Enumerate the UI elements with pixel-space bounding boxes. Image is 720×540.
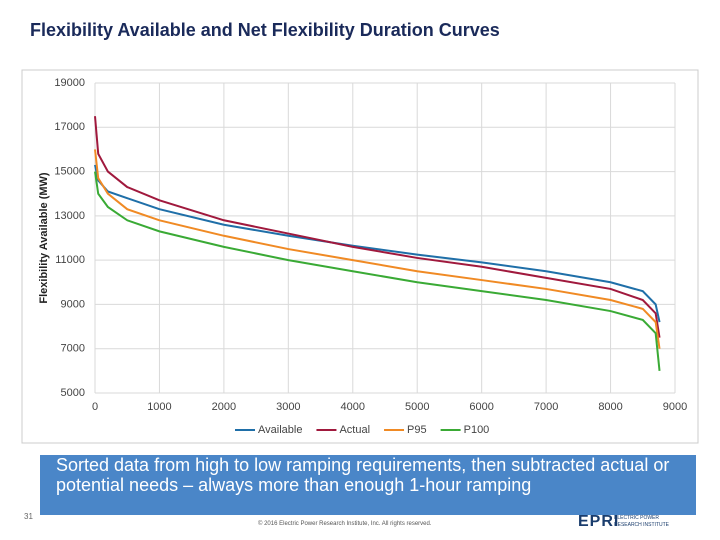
logo: EPRI xyxy=(578,513,620,530)
line-series xyxy=(94,171,661,371)
x-tick-label: 4000 xyxy=(341,401,365,413)
y-tick-label: 13000 xyxy=(54,210,85,222)
x-tick-label: 6000 xyxy=(469,401,493,413)
x-tick-label: 3000 xyxy=(276,401,300,413)
y-tick-label: 19000 xyxy=(54,77,85,89)
line-series xyxy=(94,149,661,349)
y-tick-label: 11000 xyxy=(55,254,85,266)
y-tick-label: 7000 xyxy=(61,343,85,355)
legend-label: P100 xyxy=(464,424,490,436)
line-series xyxy=(94,164,661,323)
line-series xyxy=(94,116,661,338)
callout: Sorted data from high to low ramping req… xyxy=(40,455,696,515)
x-tick-label: 7000 xyxy=(534,401,558,413)
slide-title: Flexibility Available and Net Flexibilit… xyxy=(30,20,500,40)
chart-frame xyxy=(21,69,699,444)
page-number: 31 xyxy=(24,512,33,521)
y-axis-label: Flexibility Available (MW) xyxy=(38,172,50,304)
legend-label: Actual xyxy=(339,424,370,436)
x-tick-label: 1000 xyxy=(147,401,171,413)
x-tick-label: 9000 xyxy=(663,401,687,413)
logo-caption: ELECTRIC POWER RESEARCH INSTITUTE xyxy=(614,515,670,528)
y-tick-label: 5000 xyxy=(61,387,85,399)
footer: © 2016 Electric Power Research Institute… xyxy=(258,521,432,527)
x-tick-label: 5000 xyxy=(405,401,429,413)
x-tick-label: 2000 xyxy=(212,401,236,413)
legend-label: P95 xyxy=(407,424,427,436)
legend-label: Available xyxy=(258,424,302,436)
y-tick-label: 17000 xyxy=(54,121,85,133)
x-tick-label: 8000 xyxy=(598,401,622,413)
y-tick-label: 9000 xyxy=(61,298,85,310)
y-tick-label: 15000 xyxy=(54,165,85,177)
x-tick-label: 0 xyxy=(92,401,98,413)
